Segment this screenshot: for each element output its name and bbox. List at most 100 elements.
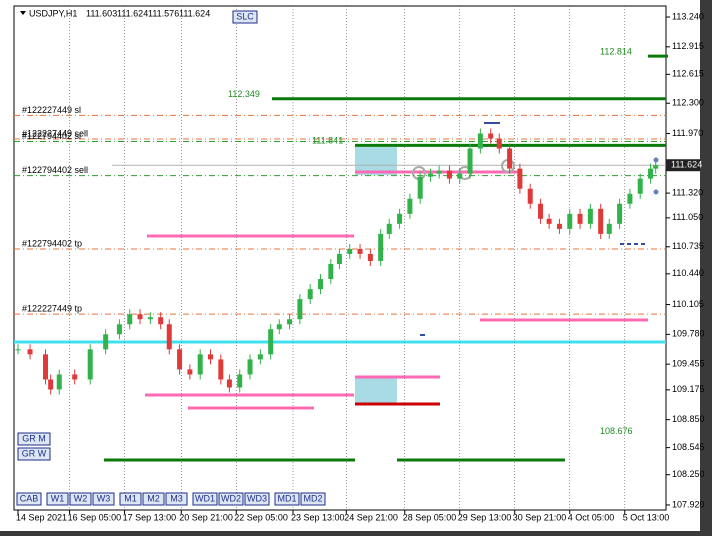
x-tick-label: 17 Sep 13:00 [123,512,177,522]
button-box [244,492,270,506]
candle [546,218,552,224]
candle [48,379,54,390]
candle [598,208,604,234]
order-label: #122227449 sell [22,128,88,138]
candle [218,359,224,380]
candle [103,334,109,350]
button-label: WD2 [221,493,241,503]
button-box [142,492,165,506]
candle [287,319,293,325]
y-tick-label: 110.105 [672,299,704,309]
order-label: #122794402 tp [22,238,82,248]
candle [577,213,583,224]
candle [336,253,342,265]
y-tick-label: 108.850 [672,414,705,424]
candle [268,329,274,355]
x-tick-label: 20 Sep 21:00 [179,512,233,522]
button-box [69,492,92,506]
candle [477,133,483,149]
button[interactable]: WD2 [218,492,244,506]
candle [276,324,282,330]
y-tick-label: 109.175 [672,384,705,394]
button-box [165,492,188,506]
button-box [232,10,258,24]
candle [507,148,513,169]
candle [567,213,573,229]
candle [648,168,654,179]
button[interactable]: GR W [17,447,51,461]
candle [467,148,473,174]
price-level-label: 112.814 [600,46,632,56]
candle [307,289,313,300]
button[interactable]: W2 [69,492,92,506]
candle [556,223,562,229]
candle [56,374,62,390]
menu-arrow [20,11,26,15]
button-box [300,492,326,506]
button-box [17,447,51,461]
order-label: #122227449 tp [22,304,82,314]
button-box [274,492,300,506]
x-tick-label: 24 Sep 21:00 [344,512,398,522]
button-label: W2 [74,493,88,503]
candle [347,248,353,254]
candle [328,264,334,280]
button[interactable]: M3 [165,492,188,506]
y-tick-label: 107.920 [672,499,705,509]
button[interactable]: MD2 [300,492,326,506]
candle [15,349,21,351]
button[interactable]: WD3 [244,492,270,506]
button[interactable]: W1 [46,492,69,506]
button-label: MD2 [303,493,322,503]
candle [137,314,143,320]
button-label: GR M [22,433,46,443]
x-tick-label: 30 Sep 21:00 [513,512,567,522]
candle [538,203,544,219]
x-tick-label: 23 Sep 13:00 [291,512,345,522]
button-box [119,492,142,506]
candle [297,299,303,320]
candle [496,138,502,149]
candle [653,165,659,169]
candle [357,248,363,254]
candle [72,374,78,380]
price-level-label: 108.676 [600,426,633,436]
button[interactable]: M1 [119,492,142,506]
button-box [92,492,115,506]
y-tick-label: 113.240 [672,11,704,21]
button-label: CAB [20,493,39,503]
button[interactable]: W3 [92,492,115,506]
candle [116,324,122,335]
y-tick-label: 109.780 [672,329,705,339]
candle [226,379,232,388]
button[interactable]: SLC [232,10,258,24]
candle [386,223,392,234]
marker [653,157,659,163]
button-box [16,492,42,506]
button[interactable]: MD1 [274,492,300,506]
x-tick-label: 28 Sep 05:00 [403,512,457,522]
button-label: WD3 [247,493,267,503]
order-label: #122227449 sl [22,105,81,115]
current-price-box [666,159,700,172]
candle [187,369,193,375]
y-tick-label: 112.300 [672,98,704,108]
button[interactable]: WD1 [192,492,218,506]
button-label: W1 [51,493,65,503]
order-label: #122794402 sl [22,131,81,141]
price-level-label: 112.349 [228,89,260,99]
button[interactable]: M2 [142,492,165,506]
candle [27,349,33,355]
ohlc-value: 111.603 [86,8,117,18]
button[interactable]: CAB [16,492,42,506]
candle [127,314,133,325]
candle [587,208,593,224]
button-label: GR W [22,448,47,458]
candle [637,178,643,194]
candle [257,354,263,360]
current-price-label: 111.624 [671,160,702,170]
button[interactable]: GR M [17,432,51,446]
y-tick-label: 111.970 [672,128,703,138]
